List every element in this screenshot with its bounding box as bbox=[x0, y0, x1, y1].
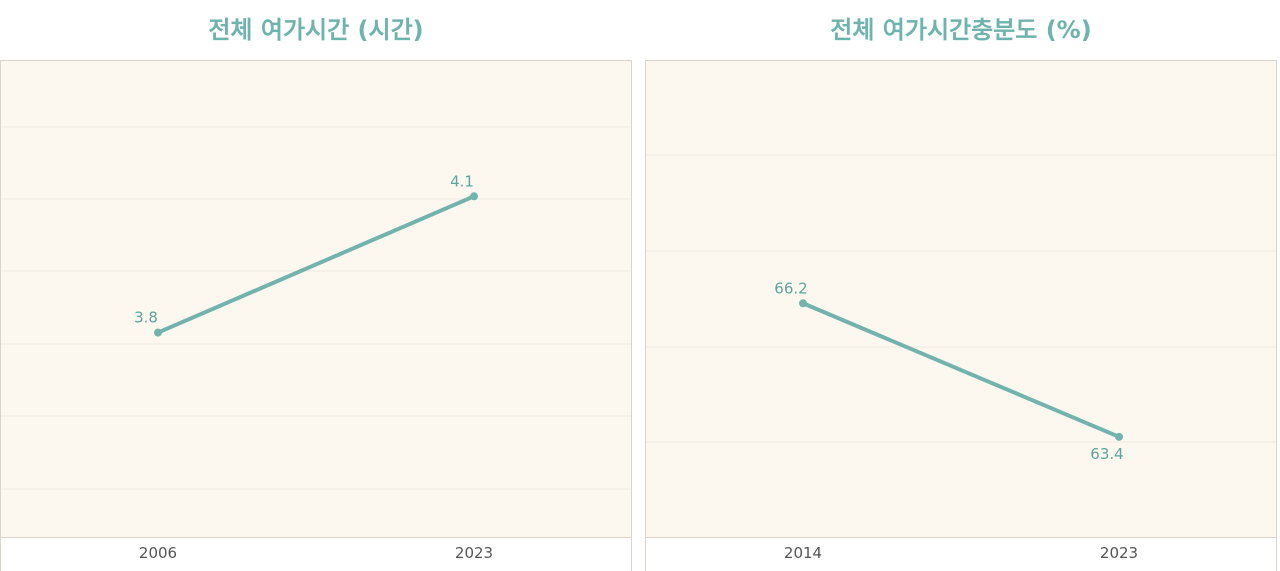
left-x-tick-label: 2023 bbox=[455, 544, 493, 562]
right-x-tick-label: 2014 bbox=[784, 544, 822, 562]
right-data-point bbox=[1115, 432, 1123, 441]
left-data-label: 3.8 bbox=[134, 309, 158, 327]
left-data-point bbox=[154, 328, 162, 337]
left-chart-title: 전체 여가시간 (시간) bbox=[208, 16, 424, 44]
right-x-axis-band bbox=[645, 537, 1277, 571]
left-plot-area bbox=[0, 60, 632, 538]
right-data-point bbox=[799, 299, 807, 308]
left-series-line bbox=[156, 194, 476, 335]
right-series-line bbox=[801, 301, 1121, 439]
left-data-point bbox=[470, 192, 478, 201]
right-data-label: 63.4 bbox=[1090, 445, 1123, 463]
right-chart-title: 전체 여가시간충분도 (%) bbox=[830, 16, 1092, 44]
right-plot-area bbox=[645, 60, 1277, 538]
right-x-tick-label: 2023 bbox=[1100, 544, 1138, 562]
right-data-label: 66.2 bbox=[774, 279, 807, 297]
left-data-label: 4.1 bbox=[450, 172, 474, 190]
left-x-axis-band bbox=[0, 537, 632, 571]
left-x-tick-label: 2006 bbox=[139, 544, 177, 562]
